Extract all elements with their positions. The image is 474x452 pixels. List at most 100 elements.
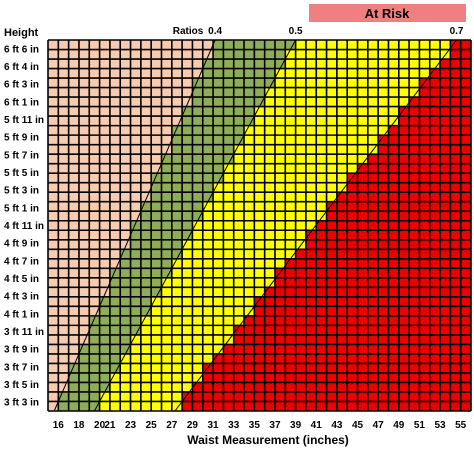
heatmap-cell <box>274 363 286 374</box>
y-tick-label: 5 ft 3 in <box>4 186 39 197</box>
heatmap-cell <box>285 315 296 326</box>
heatmap-cell <box>398 315 410 326</box>
heatmap-cell <box>151 87 162 98</box>
heatmap-cell <box>367 239 379 250</box>
heatmap-cell <box>305 182 317 193</box>
heatmap-cell <box>151 154 162 164</box>
heatmap-cell <box>305 220 317 231</box>
heatmap-cell <box>192 49 204 60</box>
heatmap-cell <box>336 182 348 193</box>
heatmap-cell <box>264 277 276 288</box>
heatmap-cell <box>367 353 379 364</box>
heatmap-cell <box>388 154 400 164</box>
heatmap-cell <box>347 268 358 279</box>
grid-lines <box>47 39 472 412</box>
heatmap-cell <box>244 372 255 383</box>
heatmap-cell <box>295 258 307 269</box>
heatmap-cell <box>223 344 235 355</box>
heatmap-cell <box>378 201 389 212</box>
heatmap-cell <box>120 239 131 250</box>
heatmap-cell <box>285 125 296 136</box>
heatmap-cell <box>367 78 379 88</box>
heatmap-cell <box>202 49 214 60</box>
heatmap-cell <box>244 182 255 193</box>
heatmap-cell <box>151 59 162 69</box>
heatmap-cell <box>460 325 472 336</box>
heatmap-cell <box>336 125 348 136</box>
heatmap-cell <box>305 277 317 288</box>
heatmap-cell <box>336 382 348 393</box>
heatmap-cell <box>440 135 451 145</box>
heatmap-cell <box>78 59 90 69</box>
heatmap-cell <box>48 334 59 345</box>
heatmap-cell <box>285 401 296 412</box>
heatmap-cell <box>130 325 142 336</box>
heatmap-cell <box>140 296 152 307</box>
heatmap-cell <box>223 382 235 393</box>
heatmap-cell <box>305 154 317 164</box>
heatmap-cell <box>140 334 152 345</box>
heatmap-cell <box>409 87 420 98</box>
heatmap-cell <box>316 173 327 183</box>
heatmap-cell <box>264 173 276 183</box>
heatmap-cell <box>305 391 317 402</box>
heatmap-cell <box>202 249 214 260</box>
heatmap-cell <box>161 306 173 317</box>
heatmap-cell <box>130 344 142 355</box>
heatmap-cell <box>347 277 358 288</box>
heatmap-cell <box>316 154 327 164</box>
heatmap-cell <box>171 144 183 155</box>
heatmap-cell <box>357 334 369 345</box>
heatmap-cell <box>409 144 420 155</box>
heatmap-cell <box>295 68 307 79</box>
heatmap-cell <box>109 135 121 145</box>
heatmap-cell <box>78 344 90 355</box>
heatmap-cell <box>89 182 100 193</box>
ratio-labels: 0.4 0.5 0.7 <box>208 26 464 37</box>
heatmap-cell <box>305 363 317 374</box>
heatmap-cell <box>295 87 307 98</box>
heatmap-cell <box>305 173 317 183</box>
heatmap-cell <box>409 239 420 250</box>
heatmap-cell <box>347 249 358 260</box>
heatmap-cell <box>151 315 162 326</box>
heatmap-cell <box>244 344 255 355</box>
heatmap-cell <box>223 68 235 79</box>
heatmap-cell <box>151 325 162 336</box>
heatmap-cell <box>223 249 235 260</box>
heatmap-cell <box>120 154 131 164</box>
heatmap-cells <box>48 40 472 412</box>
heatmap-cell <box>326 116 338 126</box>
heatmap-cell <box>347 192 358 203</box>
heatmap-cell <box>398 163 410 174</box>
heatmap-cell <box>202 220 214 231</box>
heatmap-cell <box>347 296 358 307</box>
heatmap-cell <box>450 125 461 136</box>
y-tick-label: 4 ft 11 in <box>4 221 44 232</box>
heatmap-cell <box>89 296 100 307</box>
heatmap-cell <box>202 68 214 79</box>
heatmap-cell <box>295 135 307 145</box>
heatmap-cell <box>68 306 80 317</box>
heatmap-cell <box>233 268 245 279</box>
heatmap-cell <box>120 344 131 355</box>
heatmap-cell <box>161 382 173 393</box>
heatmap-cell <box>295 325 307 336</box>
at-risk-banner <box>309 4 466 22</box>
heatmap-cell <box>58 78 69 88</box>
heatmap-cell <box>388 68 400 79</box>
heatmap-cell <box>336 59 348 69</box>
x-tick-label: 41 <box>311 420 323 431</box>
heatmap-cell <box>182 173 193 183</box>
heatmap-cell <box>68 87 80 98</box>
heatmap-cell <box>48 344 59 355</box>
heatmap-cell <box>285 49 296 60</box>
heatmap-cell <box>140 372 152 383</box>
heatmap-cell <box>89 116 100 126</box>
heatmap-cell <box>388 296 400 307</box>
heatmap-cell <box>254 40 265 50</box>
heatmap-cell <box>120 49 131 60</box>
heatmap-cell <box>326 277 338 288</box>
heatmap-cell <box>367 401 379 412</box>
heatmap-cell <box>264 49 276 60</box>
